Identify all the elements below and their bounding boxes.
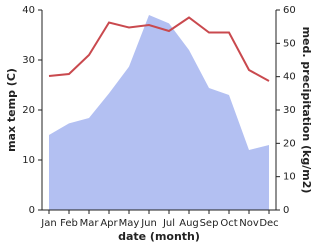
x-tick-label: Feb [60,218,78,229]
x-tick-label: Mar [80,218,100,229]
y-tick-label: 10 [22,155,35,166]
x-tick-label: Jun [140,218,157,229]
y2-tick-label: 40 [283,72,296,83]
x-tick-label: Sep [200,218,219,229]
y2-tick-label: 60 [283,5,296,16]
y-axis-label: max temp (C) [5,68,18,152]
temperature-line [48,16,270,82]
x-tick-label: Jul [162,218,175,229]
x-tick-label: Jan [40,218,56,229]
x-axis-label: date (month) [118,230,200,243]
x-tick-label: Aug [179,218,199,229]
x-tick-label: Oct [220,218,237,229]
y-tick-label: 20 [22,105,35,116]
y-tick-label: 30 [22,55,35,66]
precipitation-area [49,15,269,210]
x-tick-label: Apr [100,218,118,229]
x-tick-label: May [119,218,140,229]
y-tick-label: 0 [29,205,35,216]
y2-tick-label: 10 [283,172,296,183]
y2-tick-label: 30 [283,105,296,116]
x-tick-label: Dec [259,218,278,229]
y-tick-label: 40 [22,5,35,16]
y2-tick-label: 0 [283,205,289,216]
y2-axis-label: med. precipitation (kg/m2) [300,27,313,194]
y2-tick-label: 20 [283,138,296,149]
x-tick-label: Nov [239,218,259,229]
y2-tick-label: 50 [283,38,296,49]
